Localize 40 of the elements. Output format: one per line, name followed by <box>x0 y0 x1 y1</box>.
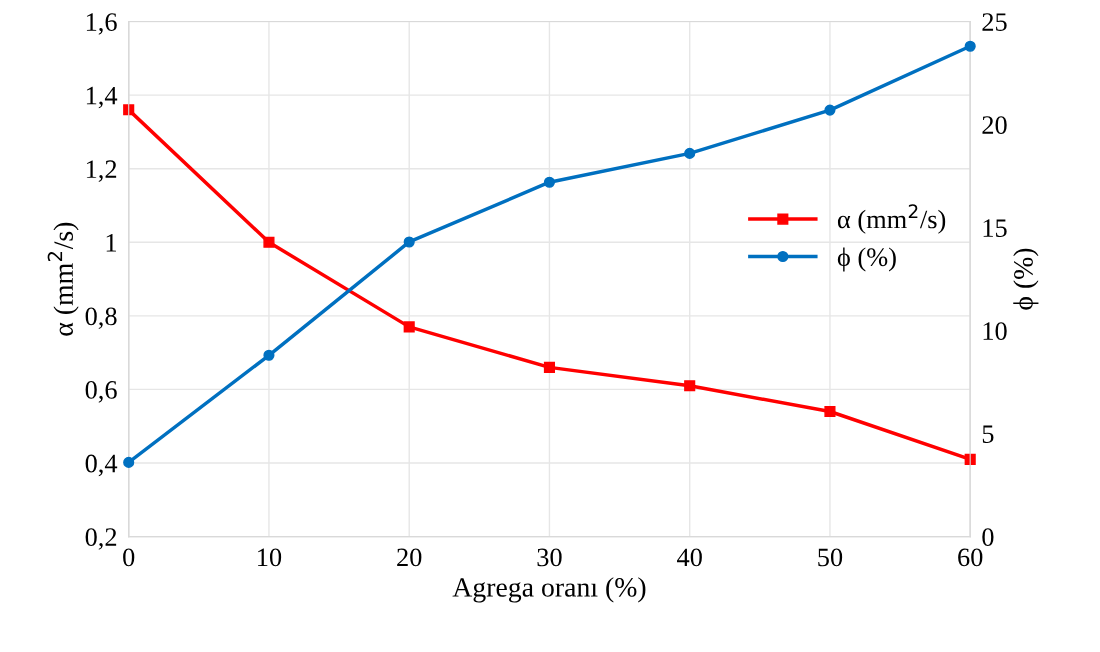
point <box>824 104 836 116</box>
y2-tick-label: 10 <box>983 322 1007 340</box>
point <box>824 405 836 418</box>
y2-axis-title: ϕ (%) <box>1013 248 1039 310</box>
y-tick-label: 0,2 <box>85 528 117 550</box>
y-tick-label: 1,2 <box>86 160 117 182</box>
y2-tick-label: 0 <box>982 528 994 547</box>
x-axis-title: Agrega oranı (%) <box>452 577 646 603</box>
legend-label: α (mm$^{2}$/s) <box>837 204 946 234</box>
point <box>684 147 696 159</box>
y-tick-label: 0,8 <box>85 307 117 330</box>
x-tick-label: 20 <box>397 548 422 567</box>
y2-tick-label: 15 <box>983 219 1007 237</box>
point <box>543 361 556 373</box>
y-tick-label: 1 <box>106 234 117 252</box>
x-tick-label: 0 <box>123 548 135 567</box>
point <box>964 40 976 52</box>
point <box>403 236 415 248</box>
y2-tick-label: 5 <box>982 425 994 443</box>
point <box>964 453 976 465</box>
x-tick-label: 40 <box>677 548 702 567</box>
point <box>263 349 275 361</box>
legend-label: ϕ (%) <box>837 247 896 272</box>
point <box>684 380 696 392</box>
y-tick-label: 0,6 <box>85 381 117 403</box>
point <box>123 456 135 468</box>
y-tick-label: 1,6 <box>86 13 117 35</box>
y2-tick-label: 20 <box>982 116 1007 134</box>
point <box>263 236 275 248</box>
point <box>543 176 556 188</box>
x-tick-label: 10 <box>258 548 282 567</box>
x-tick-label: 60 <box>958 548 983 567</box>
y-tick-label: 0,4 <box>85 454 118 477</box>
y-axis-title: α (mm$^{2}$/s) <box>47 222 79 336</box>
y2-tick-label: 25 <box>982 13 1007 31</box>
point <box>123 104 135 116</box>
x-tick-label: 50 <box>818 548 843 567</box>
point <box>403 321 415 333</box>
y-tick-label: 1,4 <box>86 86 118 109</box>
x-tick-label: 30 <box>537 548 562 567</box>
